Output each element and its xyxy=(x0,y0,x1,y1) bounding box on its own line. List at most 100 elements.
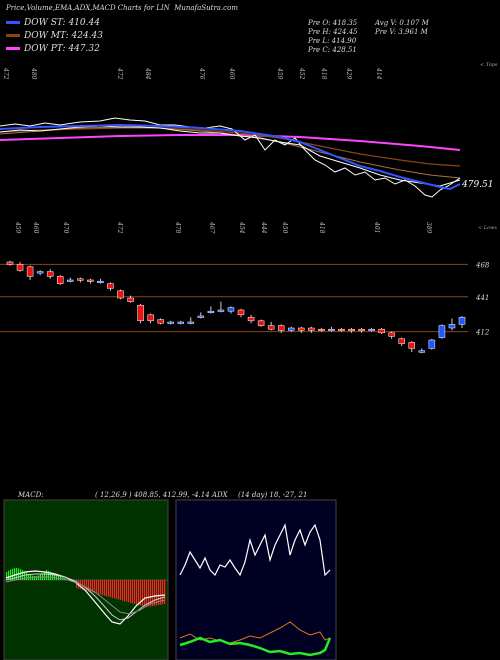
macd-hist-bar xyxy=(50,571,52,580)
macd-hist-bar xyxy=(98,580,100,595)
macd-hist-bar xyxy=(96,580,98,594)
stat-prev-volume: Pre V: 3.961 M xyxy=(375,28,428,36)
macd-hist-bar xyxy=(114,580,116,599)
legend-label-st: DOW ST: 410.44 xyxy=(24,18,100,28)
stat-prev-low: Pre L: 414.90 xyxy=(308,37,357,45)
price-line-b xyxy=(0,125,461,187)
low-tick-label: 459 xyxy=(14,221,21,234)
adx-di-minus-line xyxy=(179,621,331,644)
macd-hist-bar xyxy=(36,575,38,580)
low-tick-label: 444 xyxy=(260,221,267,234)
macd-hist-bar xyxy=(44,571,46,580)
macd-hist-bar xyxy=(34,575,36,580)
macd-hist-bar xyxy=(86,580,88,591)
adx-background xyxy=(175,499,337,660)
macd-hist-bar xyxy=(10,569,12,580)
top-tick-label: 480 xyxy=(30,67,37,80)
macd-line xyxy=(5,570,166,625)
top-tick-label: 459 xyxy=(276,67,283,80)
adx-di-plus-line xyxy=(179,523,331,577)
stat-prev-high: Pre H: 424.45 xyxy=(308,28,358,36)
macd-hist-bar xyxy=(8,570,10,580)
macd-hist-bar xyxy=(54,573,56,580)
macd-hist-bar xyxy=(106,580,108,597)
adx-values: (14 day) 18, -27, 21 xyxy=(238,491,308,499)
macd-hist-bar xyxy=(126,580,128,602)
top-tick-label: 476 xyxy=(198,67,205,80)
low-tick-label: 401 xyxy=(373,221,380,233)
tops-label: < Tops xyxy=(480,62,498,68)
stat-prev-open: Pre O: 418.35 xyxy=(308,19,358,27)
macd-hist-bar xyxy=(152,580,154,607)
low-tick-label: 470 xyxy=(62,221,69,234)
macd-hist-bar xyxy=(116,580,118,599)
top-tick-label: 460 xyxy=(228,67,235,80)
macd-hist-bar xyxy=(48,570,50,580)
macd-hist-bar xyxy=(122,580,124,601)
low-tick-label: 472 xyxy=(116,221,123,234)
macd-hist-bar xyxy=(146,580,148,608)
top-tick-label: 429 xyxy=(345,67,352,80)
macd-hist-bar xyxy=(140,580,142,606)
macd-hist-bar xyxy=(148,580,150,607)
macd-hist-bar xyxy=(26,572,28,580)
macd-hist-bar xyxy=(88,580,90,592)
macd-hist-bar xyxy=(92,580,94,593)
macd-hist-bar xyxy=(28,574,30,580)
ema-st-line xyxy=(0,123,461,191)
legend-swatch-mt xyxy=(6,34,20,37)
ema-mt-line xyxy=(0,127,461,167)
macd-label: MACD: xyxy=(18,491,44,499)
low-tick-label: 389 xyxy=(425,222,432,234)
macd-hist-bar xyxy=(162,580,164,605)
ema-panel: 472 480 472 484 476 460 459 452 418 429 414 459 460… xyxy=(0,62,498,234)
lows-label: < Lows xyxy=(478,225,497,231)
macd-hist-bar xyxy=(90,580,92,592)
macd-hist-bar xyxy=(32,575,34,580)
macd-hist-bar xyxy=(158,580,160,606)
macd-hist-bar xyxy=(94,580,96,593)
macd-hist-bar xyxy=(124,580,126,602)
low-tick-label: 467 xyxy=(208,221,215,234)
top-tick-label: 414 xyxy=(375,67,382,80)
macd-hist-bar xyxy=(46,570,48,580)
macd-hist-bar xyxy=(20,569,22,580)
last-value-label: 479.51 xyxy=(461,180,494,190)
stat-prev-close: Pre C: 428.51 xyxy=(308,46,357,54)
low-tick-label: 454 xyxy=(238,221,245,234)
macd-hist-bar xyxy=(130,580,132,603)
top-tick-label: 418 xyxy=(320,67,327,80)
legend-swatch-pt xyxy=(6,47,20,50)
macd-hist-bar xyxy=(144,580,146,607)
macd-hist-bar xyxy=(38,575,40,580)
legend-st: DOW ST: 410.44 xyxy=(6,18,100,28)
top-tick-label: 452 xyxy=(298,67,305,80)
macd-hist-bar xyxy=(164,580,166,605)
low-tick-label: 460 xyxy=(32,221,39,234)
macd-hist-bar xyxy=(112,580,114,598)
low-tick-label: 418 xyxy=(318,221,325,234)
macd-hist-bar xyxy=(142,580,144,607)
macd-signal-line-2 xyxy=(5,576,166,615)
ema-mt-line-2 xyxy=(0,126,461,179)
macd-hist-bar xyxy=(128,580,130,603)
macd-hist-bar xyxy=(84,580,86,591)
macd-hist-bar xyxy=(14,568,16,580)
price-line-a xyxy=(0,117,461,198)
macd-hist-bar xyxy=(22,570,24,580)
macd-hist-bar xyxy=(156,580,158,606)
low-tick-label: 478 xyxy=(174,221,181,234)
macd-values: ( 12,26,9 ) 408.85, 412.99, -4.14 ADX xyxy=(95,491,228,499)
chart-title: Price,Volume,EMA,ADX,MACD Charts for LIN… xyxy=(6,4,238,12)
macd-hist-bar xyxy=(108,580,110,597)
macd-hist-bar xyxy=(150,580,152,607)
top-tick-label: 484 xyxy=(144,67,151,80)
legend-swatch-st xyxy=(6,21,20,24)
low-tick-labels: 459 460 470 472 478 467 454 444 450 418 401 389 xyxy=(14,221,432,234)
macd-hist-bar xyxy=(56,574,58,580)
adx-line xyxy=(179,636,332,657)
top-tick-label: 472 xyxy=(116,67,123,80)
low-tick-label: 450 xyxy=(281,221,288,234)
